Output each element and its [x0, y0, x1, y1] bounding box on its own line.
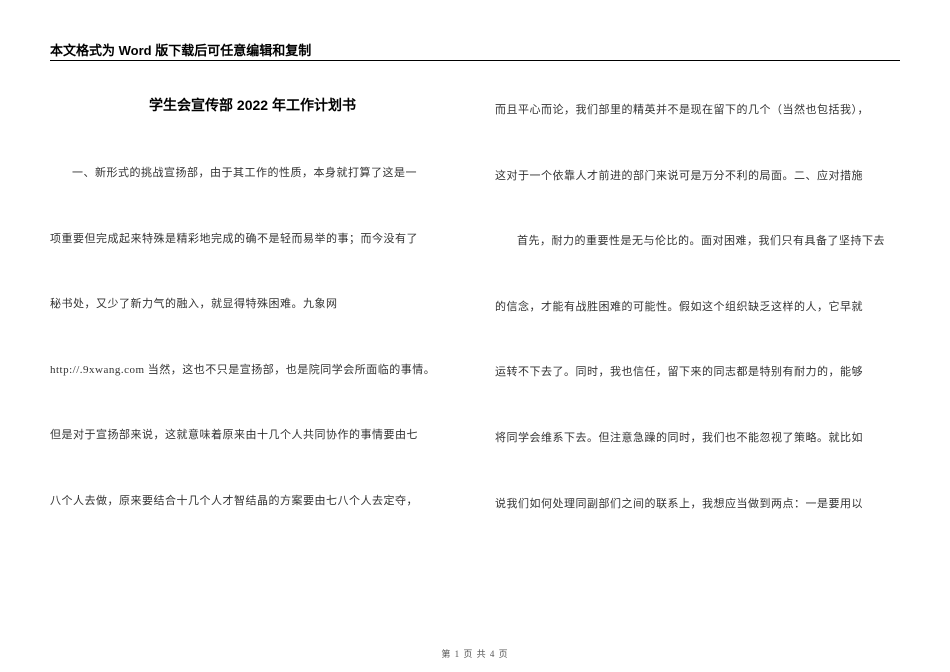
paragraph: 秘书处，又少了新力气的融入，就显得特殊困难。九象网 [50, 296, 455, 314]
paragraph: http://.9xwang.com 当然，这也不只是宣扬部，也是院同学会所面临… [50, 362, 455, 380]
paragraph: 运转不下去了。同时，我也信任，留下来的同志都是特别有耐力的，能够 [495, 364, 900, 382]
paragraph: 首先，耐力的重要性是无与伦比的。面对困难，我们只有具备了坚持下去 [495, 233, 900, 251]
paragraph: 八个人去做，原来要结合十几个人才智结晶的方案要由七八个人去定夺， [50, 493, 455, 511]
content-columns: 学生会宣传部 2022 年工作计划书 一、新形式的挑战宣扬部，由于其工作的性质，… [50, 80, 900, 632]
paragraph: 但是对于宣扬部来说，这就意味着原来由十几个人共同协作的事情要由七 [50, 427, 455, 445]
paragraph: 这对于一个依靠人才前进的部门来说可是万分不利的局面。二、应对措施 [495, 168, 900, 186]
header-notice: 本文格式为 Word 版下载后可任意编辑和复制 [50, 40, 311, 59]
page-footer: 第 1 页 共 4 页 [0, 647, 950, 660]
paragraph: 项重要但完成起来特殊是精彩地完成的确不是轻而易举的事；而今没有了 [50, 231, 455, 249]
paragraph: 说我们如何处理同副部们之间的联系上，我想应当做到两点：一是要用以 [495, 496, 900, 514]
right-column: 而且平心而论，我们部里的精英并不是现在留下的几个（当然也包括我）， 这对于一个依… [495, 80, 900, 632]
paragraph: 一、新形式的挑战宣扬部，由于其工作的性质，本身就打算了这是一 [50, 165, 455, 183]
left-column: 学生会宣传部 2022 年工作计划书 一、新形式的挑战宣扬部，由于其工作的性质，… [50, 80, 455, 632]
paragraph: 将同学会维系下去。但注意急躁的同时，我们也不能忽视了策略。就比如 [495, 430, 900, 448]
paragraph: 而且平心而论，我们部里的精英并不是现在留下的几个（当然也包括我）， [495, 102, 900, 120]
paragraph: 的信念，才能有战胜困难的可能性。假如这个组织缺乏这样的人，它早就 [495, 299, 900, 317]
document-title: 学生会宣传部 2022 年工作计划书 [50, 95, 455, 115]
header-divider [50, 60, 900, 61]
